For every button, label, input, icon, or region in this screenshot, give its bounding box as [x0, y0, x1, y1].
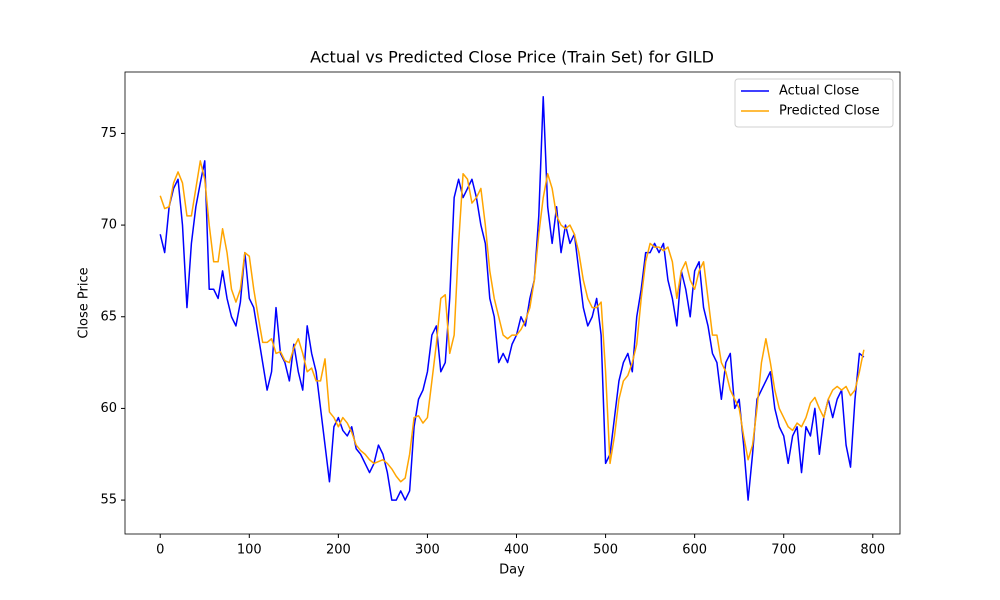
legend-label: Actual Close [779, 84, 859, 99]
y-tick-label: 55 [100, 493, 117, 508]
x-axis-label: Day [499, 563, 525, 578]
x-tick-label: 0 [156, 543, 164, 558]
y-tick-label: 75 [100, 126, 117, 141]
x-tick-label: 700 [771, 543, 796, 558]
x-tick-label: 500 [593, 543, 618, 558]
legend-box [734, 78, 894, 128]
x-tick-label: 200 [326, 543, 351, 558]
y-tick-label: 65 [100, 309, 117, 324]
legend-label: Predicted Close [779, 104, 880, 119]
x-tick-label: 300 [415, 543, 440, 558]
x-tick-label: 400 [504, 543, 529, 558]
x-tick-label: 600 [682, 543, 707, 558]
y-axis-label: Close Price [77, 267, 92, 338]
y-tick-label: 70 [100, 218, 117, 233]
data-line [159, 96, 865, 501]
axes-frame [124, 71, 901, 535]
y-tick-label: 60 [100, 401, 117, 416]
x-tick-label: 100 [237, 543, 262, 558]
data-line [159, 160, 865, 483]
chart-title: Actual vs Predicted Close Price (Train S… [310, 48, 714, 67]
x-tick-label: 800 [860, 543, 885, 558]
